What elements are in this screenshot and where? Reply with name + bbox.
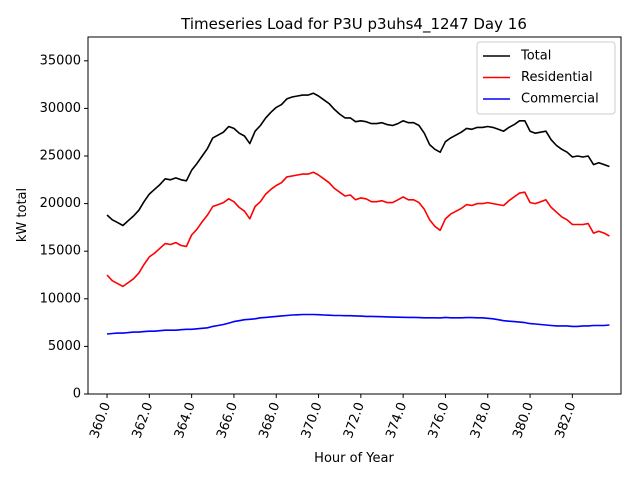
y-tick-label: 25000 xyxy=(40,149,81,164)
y-tick-label: 20000 xyxy=(40,196,81,211)
legend-label-total: Total xyxy=(520,49,551,64)
plot-area xyxy=(87,36,622,395)
chart-title: Timeseries Load for P3U p3uhs4_1247 Day … xyxy=(180,15,527,34)
legend: Total Residential Commercial xyxy=(476,41,616,115)
y-tick-label: 15000 xyxy=(40,244,81,259)
legend-label-commercial: Commercial xyxy=(521,92,599,107)
series-line-total xyxy=(106,92,610,227)
legend-label-residential: Residential xyxy=(521,70,593,85)
series-line-commercial xyxy=(106,313,610,335)
y-axis: 0 5000 10000 15000 20000 25000 30000 35000 xyxy=(40,53,88,402)
y-tick-label: 0 xyxy=(73,387,81,402)
y-tick-label: 5000 xyxy=(48,339,81,354)
plot-frame xyxy=(87,36,622,395)
y-tick-label: 35000 xyxy=(40,53,81,68)
y-tick-label: 30000 xyxy=(40,101,81,116)
series-line-residential xyxy=(106,171,610,288)
y-tick-label: 10000 xyxy=(40,291,81,306)
legend-box xyxy=(476,41,616,115)
x-axis-label: Hour of Year xyxy=(314,451,394,466)
series-lines xyxy=(106,92,610,335)
y-axis-label: kW total xyxy=(15,188,30,242)
